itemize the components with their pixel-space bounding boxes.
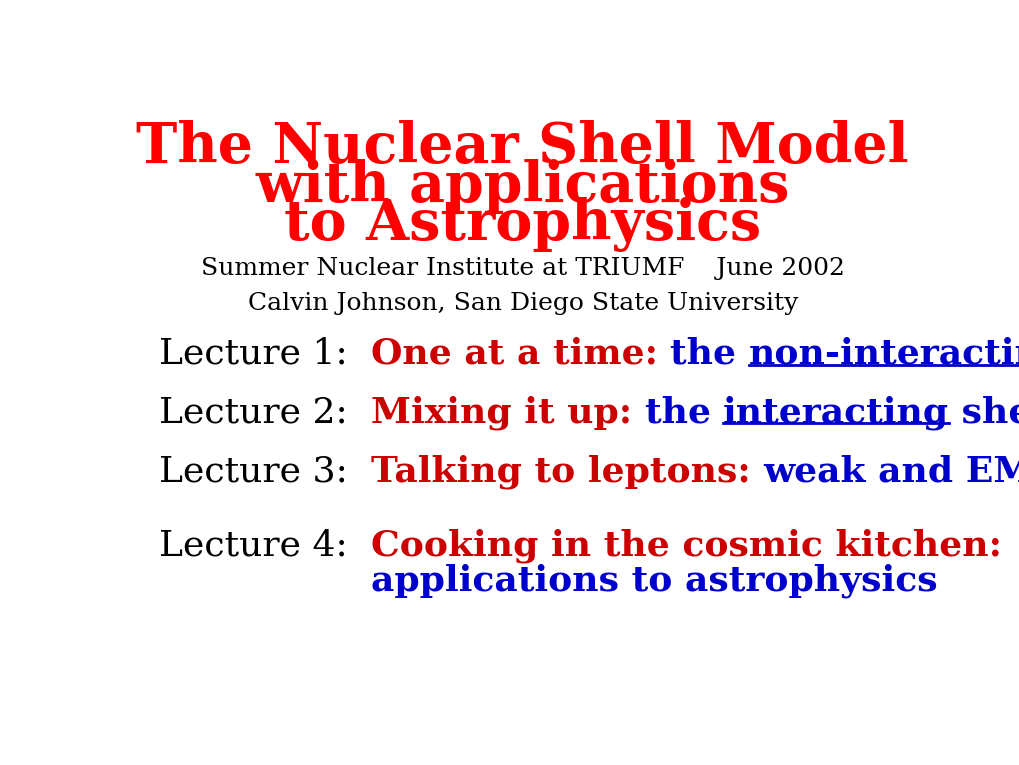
Text: non-interacting: non-interacting xyxy=(748,337,1019,371)
Text: weak and EM transitions: weak and EM transitions xyxy=(762,454,1019,489)
Text: Mixing it up:: Mixing it up: xyxy=(371,396,644,430)
Text: Lecture 3:: Lecture 3: xyxy=(159,454,371,489)
Text: Talking to leptons:: Talking to leptons: xyxy=(371,454,762,489)
Text: shell model: shell model xyxy=(949,396,1019,430)
Text: interacting: interacting xyxy=(722,396,949,430)
Text: Lecture 2:: Lecture 2: xyxy=(159,396,371,430)
Text: applications to astrophysics: applications to astrophysics xyxy=(371,564,936,598)
Text: Calvin Johnson, San Diego State University: Calvin Johnson, San Diego State Universi… xyxy=(248,292,797,315)
Text: the: the xyxy=(669,337,748,371)
Text: to Astrophysics: to Astrophysics xyxy=(284,197,760,252)
Text: The Nuclear Shell Model: The Nuclear Shell Model xyxy=(137,120,908,175)
Text: Lecture 1:: Lecture 1: xyxy=(159,337,371,371)
Text: Summer Nuclear Institute at TRIUMF    June 2002: Summer Nuclear Institute at TRIUMF June … xyxy=(201,257,844,280)
Text: Lecture 4:: Lecture 4: xyxy=(159,529,371,562)
Text: with applications: with applications xyxy=(256,158,789,213)
Text: Cooking in the cosmic kitchen:: Cooking in the cosmic kitchen: xyxy=(371,528,1001,562)
Text: the: the xyxy=(644,396,722,430)
Text: One at a time:: One at a time: xyxy=(371,337,669,371)
